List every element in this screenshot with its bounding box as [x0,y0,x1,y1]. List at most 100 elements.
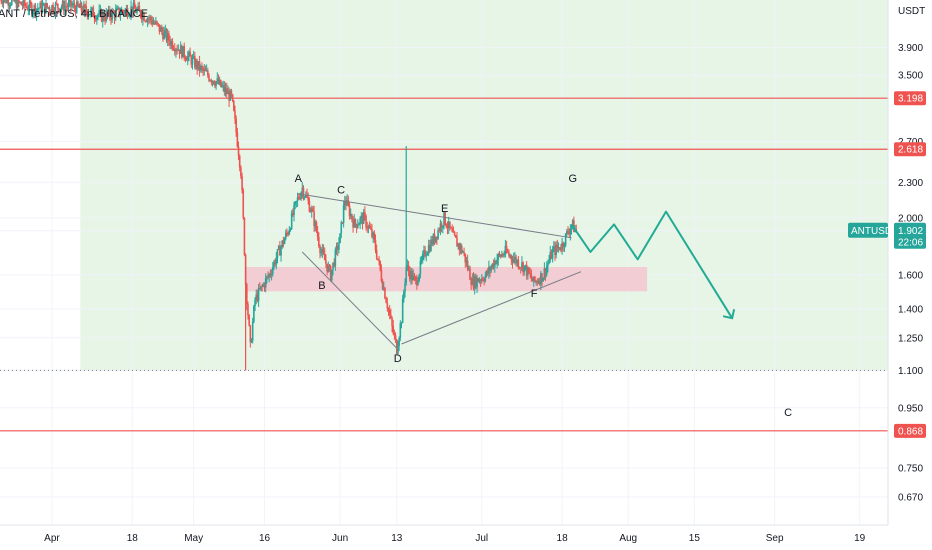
candle-body [157,23,160,25]
candle-body [443,212,445,226]
candle-body [319,245,321,253]
candle-body [210,80,213,83]
candle-body [360,215,363,219]
candle-body [184,56,187,60]
time-axis[interactable]: Apr 18 May 16 Jun 13 Jul 18 Aug 15 Sep 19 [44,533,865,544]
candle-body [356,225,359,228]
candle-body [138,6,141,11]
candle-body [384,287,386,299]
candle-body [436,236,438,239]
candle-body [97,14,99,17]
candle-body [515,256,517,264]
candle-body [225,88,228,95]
candle-body [531,278,534,282]
wave-point-c: C [337,184,345,196]
symbol-badge [848,222,888,238]
candle-body [478,280,481,282]
candle-body [535,281,537,283]
candle-body [160,27,163,32]
price-tick-label: 2.000 [898,213,923,224]
candle-body [119,13,122,16]
candle-body [359,218,361,224]
candle-body [190,56,193,65]
candle-body [8,5,11,7]
candle-body [99,9,102,11]
candle-body [233,100,235,111]
candle-body [355,224,358,228]
wave-point-b: B [318,280,325,292]
candle-body [296,197,299,202]
candle-body [195,60,197,68]
candle-body [217,78,220,84]
candle-body [57,3,59,9]
candle-body [209,80,211,82]
candle-body [534,276,536,282]
candle-body [527,267,529,276]
candle-body [1,0,4,4]
candle-body [126,7,129,17]
candle-body [253,305,255,322]
candle-body [549,252,552,261]
candle-body [21,4,24,6]
candle-body [571,220,574,225]
candle-body [290,212,293,229]
candle-body [271,267,274,275]
candle-body [52,5,54,12]
candle-body [499,254,502,257]
wave-point-f: F [531,288,538,300]
candle-body [47,7,50,9]
candle-body [248,315,250,326]
candle-body [382,287,385,290]
candle-body [442,225,444,228]
candle-body [215,81,217,86]
candle-body [331,269,333,281]
candle-body [560,249,562,251]
candle-body [235,118,237,133]
time-tick-label: Apr [44,533,60,544]
candle-body [127,15,130,17]
candle-body [202,67,204,71]
candle-body [172,48,175,50]
candle-body [496,259,498,265]
candle-body [514,256,516,260]
candle-body [437,229,439,239]
time-tick-label: 15 [689,533,701,544]
candle-body [124,9,126,14]
candle-body [116,8,118,11]
candle-body [322,249,325,254]
candle-body [543,268,546,278]
candle-body [211,80,214,83]
candle-body [181,45,183,58]
candle-body [326,263,328,272]
candle-body [334,249,337,267]
time-tick-label: May [184,533,203,544]
candle-body [112,11,115,13]
candle-body [430,239,432,251]
candle-body [488,266,490,274]
candle-body [556,244,559,248]
candle-body [460,245,463,253]
candle-body [510,255,513,260]
candle-body [318,237,320,246]
candle-body [511,259,514,263]
candle-body [530,274,533,279]
candle-body [397,346,399,354]
pattern-line [297,193,572,239]
candle-body [2,0,5,4]
candle-body [470,279,472,285]
candle-body [380,269,383,281]
candle-body [105,12,108,21]
level-badge [894,423,926,438]
candle-body [418,274,421,281]
candle-body [143,14,145,21]
candle-body [550,252,553,259]
candle-body [27,9,30,11]
candle-body [281,240,284,247]
candle-body [551,249,554,259]
pattern-line [301,251,398,349]
candle-body [269,273,272,275]
candle-body [39,2,41,9]
candle-body [196,60,199,69]
candle-body [378,259,380,261]
